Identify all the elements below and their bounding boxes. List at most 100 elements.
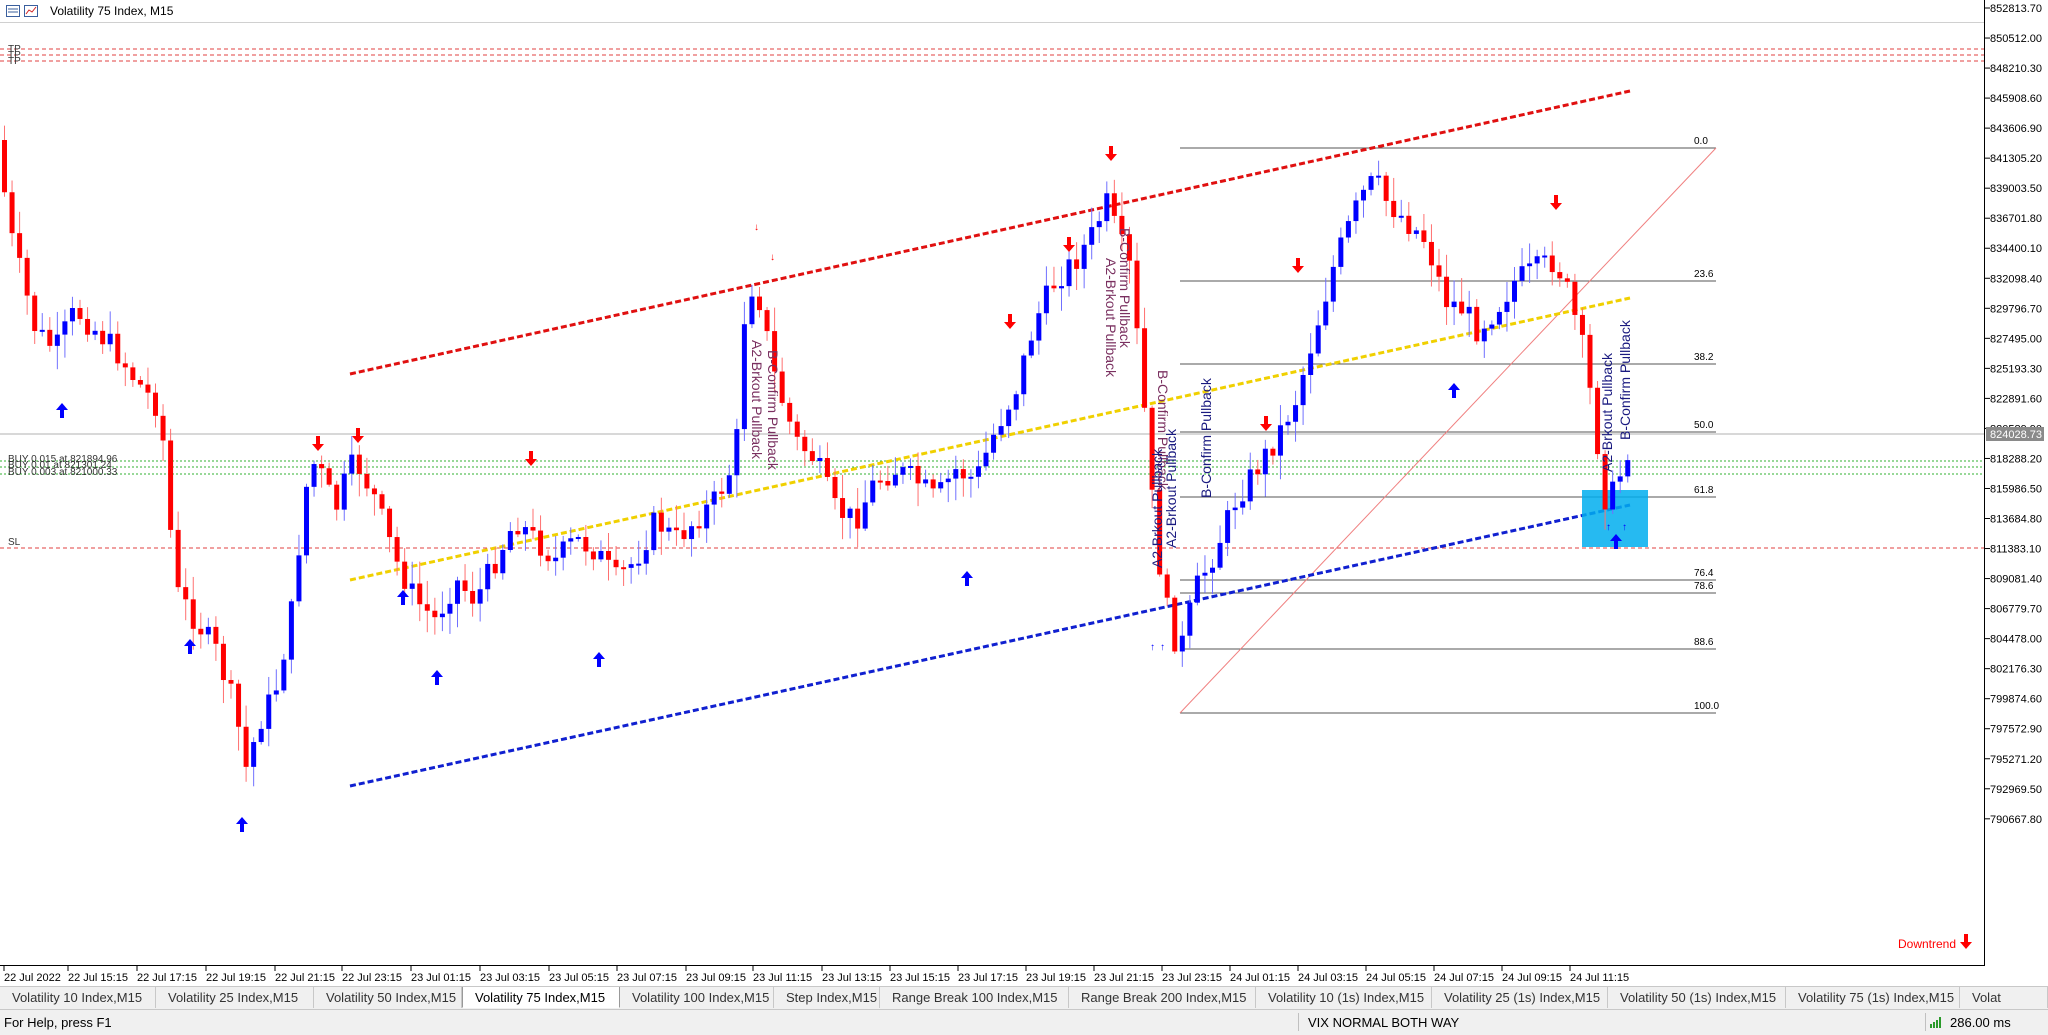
candle-body [24,257,30,296]
sell-signal-arrow-icon [1105,146,1117,161]
buy-order-label: BUY 0.015 at 821894.96 [8,454,118,465]
fib-level-label: 100.0 [1694,701,1719,712]
candle-body [417,583,423,605]
candle-body [1277,425,1283,456]
candle-body [945,478,951,483]
buy-signal-arrow-icon [1448,383,1460,398]
candle-body [281,659,287,691]
candle-body [1330,266,1336,302]
candle-body [779,371,785,403]
candle-body [334,484,340,510]
candle-body [1194,575,1200,603]
candle-body [364,473,370,489]
price-tick-label: 829796.70 [1990,303,2042,315]
fib-level-label: 0.0 [1694,136,1708,147]
chart-tab[interactable]: Volatility 10 (1s) Index,M15 [1256,987,1432,1008]
time-tick-label: 23 Jul 03:15 [480,972,540,984]
candle-body [522,527,528,535]
candle-body [1383,175,1389,201]
candle-body [711,491,717,505]
upper-channel-line [349,89,1631,376]
candle-body [432,610,438,618]
candle-body [175,529,181,588]
take-profit-label: TP [8,56,21,67]
time-tick-label: 23 Jul 13:15 [822,972,882,984]
time-tick-label: 24 Jul 01:15 [1230,972,1290,984]
fib-level-label: 78.6 [1694,581,1714,592]
trend-label: Downtrend [1898,937,1956,951]
candle-body [757,296,762,311]
candle-body [213,626,219,644]
candle-body [689,526,695,540]
candle-body [613,559,619,568]
candle-body [168,440,174,530]
signal-strength-icon [1930,1017,1941,1028]
fib-level-label: 88.6 [1694,637,1714,648]
candle-body [228,680,234,684]
chart-tab[interactable]: Volat [1960,987,2048,1008]
candle-body [915,465,921,484]
chart-tab[interactable]: Volatility 100 Index,M15 [620,987,774,1008]
candle-body [1285,421,1291,426]
candle-body [1172,597,1178,652]
candle-body [923,479,929,484]
time-tick-label: 22 Jul 23:15 [342,972,402,984]
candle-body [530,527,536,531]
chart-tab[interactable]: Range Break 100 Index,M15 [880,987,1069,1008]
price-tick-label: 852813.70 [1990,3,2042,15]
candle-body [220,643,226,681]
chart-tab[interactable]: Volatility 25 (1s) Index,M15 [1432,987,1608,1008]
candle-body [643,550,649,564]
time-tick-label: 24 Jul 03:15 [1298,972,1358,984]
time-tick-label: 23 Jul 19:15 [1026,972,1086,984]
candle-body [115,333,121,364]
time-tick-label: 22 Jul 2022 [4,972,61,984]
chart-tab[interactable]: Volatility 50 Index,M15 [314,987,462,1008]
candle-body [266,694,272,729]
take-profit-label: TP [8,50,21,61]
chart-tab[interactable]: Volatility 25 Index,M15 [156,987,314,1008]
chart-tab[interactable]: Range Break 200 Index,M15 [1069,987,1256,1008]
candle-body [681,530,687,540]
price-chart[interactable]: 852813.70 850512.00 848210.30 845908.60 8436… [0,0,2048,986]
candle-body [1210,567,1215,573]
candle-body [1527,263,1533,267]
candle-body [470,590,476,604]
sell-signal-arrow-icon [1292,258,1304,273]
candle-body [606,550,611,560]
candle-body [1255,469,1261,475]
candle-body [341,473,347,510]
candle-body [243,726,249,767]
candle-body [1595,387,1601,455]
candle-body [877,480,883,483]
chart-tab[interactable]: Volatility 50 (1s) Index,M15 [1608,987,1786,1008]
candle-body [1028,340,1034,356]
chart-tab[interactable]: Volatility 75 (1s) Index,M15 [1786,987,1960,1008]
candle-body [1361,189,1366,201]
candle-body [1013,394,1019,410]
candle-body [1293,405,1299,422]
candle-body [855,508,861,529]
candle-body [824,458,830,477]
candle-body [326,468,332,485]
candle-body [636,563,642,566]
signal-annotation: B-Confirm Pullback [1198,377,1214,498]
candle-body [409,583,415,589]
candle-body [1126,234,1132,261]
candle-body [387,508,393,538]
price-tick-label: 813684.80 [1990,514,2042,526]
candle-body [190,599,196,629]
status-separator [1925,1013,1926,1031]
candle-body [402,561,408,589]
candle-body [764,310,770,332]
chart-tab[interactable]: Volatility 10 Index,M15 [0,987,156,1008]
candle-body [1572,281,1578,315]
candle-body [1308,353,1314,375]
signal-annotation: B-Confirm Pullback [1117,228,1133,349]
candle-body [107,333,113,345]
time-tick-label: 24 Jul 11:15 [1570,972,1629,984]
candle-body [1338,237,1344,267]
price-tick-label: 797572.90 [1990,724,2042,736]
chart-tab[interactable]: Volatility 75 Index,M15 [462,987,620,1008]
chart-tab[interactable]: Step Index,M15 [774,987,880,1008]
